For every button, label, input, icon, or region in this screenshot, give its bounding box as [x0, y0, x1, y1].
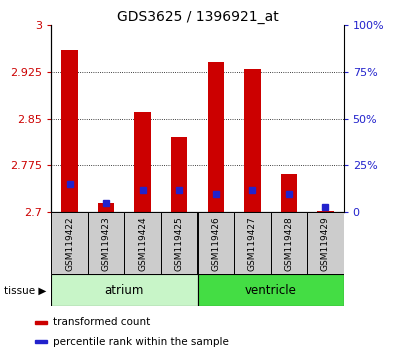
Bar: [207, 62, 224, 212]
Text: transformed count: transformed count: [53, 318, 150, 327]
Bar: [98, 203, 115, 212]
Bar: [51, 274, 198, 306]
Bar: [51, 212, 88, 274]
Bar: [171, 137, 188, 212]
Text: GSM119427: GSM119427: [248, 216, 257, 271]
Bar: [124, 212, 161, 274]
Bar: [61, 50, 78, 212]
Bar: [234, 212, 271, 274]
Bar: [317, 211, 334, 212]
Text: GSM119428: GSM119428: [284, 216, 293, 271]
Bar: [161, 212, 198, 274]
Text: GSM119426: GSM119426: [211, 216, 220, 271]
Text: atrium: atrium: [105, 284, 144, 297]
Text: tissue ▶: tissue ▶: [4, 285, 46, 295]
Text: GSM119424: GSM119424: [138, 216, 147, 271]
Bar: [35, 340, 47, 343]
Bar: [307, 212, 344, 274]
Bar: [88, 212, 124, 274]
Bar: [271, 212, 307, 274]
Bar: [244, 69, 261, 212]
Bar: [35, 321, 47, 324]
Text: GSM119422: GSM119422: [65, 216, 74, 271]
Bar: [198, 274, 344, 306]
Text: GSM119425: GSM119425: [175, 216, 184, 271]
Bar: [280, 173, 297, 212]
Title: GDS3625 / 1396921_at: GDS3625 / 1396921_at: [117, 10, 278, 24]
Text: percentile rank within the sample: percentile rank within the sample: [53, 337, 229, 347]
Bar: [134, 112, 151, 212]
Text: ventricle: ventricle: [245, 284, 297, 297]
Bar: [198, 212, 234, 274]
Text: GSM119429: GSM119429: [321, 216, 330, 271]
Text: GSM119423: GSM119423: [102, 216, 111, 271]
